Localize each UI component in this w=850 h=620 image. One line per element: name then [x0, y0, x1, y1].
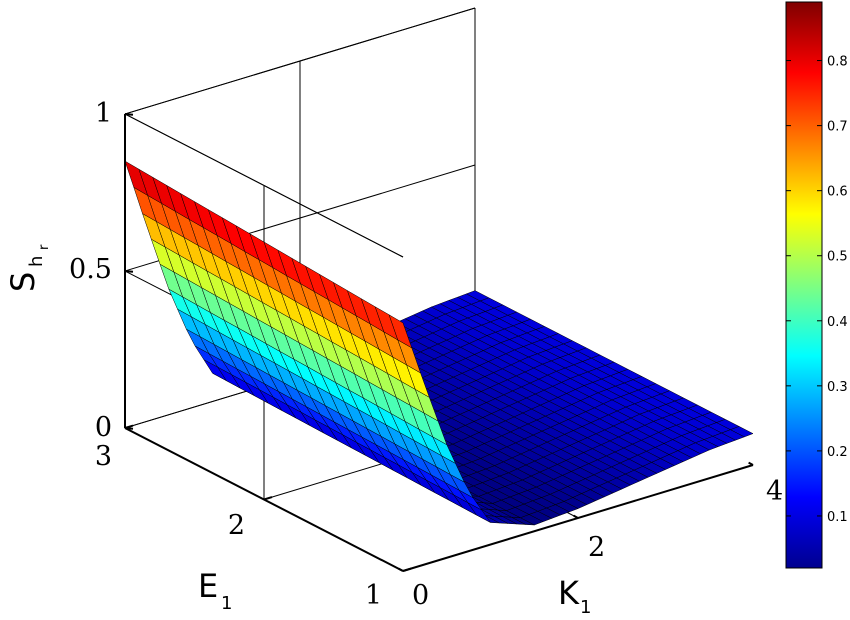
z-tick-1: 0.5 [69, 254, 112, 285]
y-tick-mark [263, 496, 273, 501]
z-axis-label: S h r [4, 244, 52, 292]
z-axis-label-subscript: h [26, 256, 47, 267]
x-axis-label-subscript: 1 [580, 597, 591, 618]
colorbar-gradient [785, 1, 823, 569]
colorbar-tick-label: 0.2 [827, 445, 848, 460]
y-tick-2: 2 [228, 510, 245, 541]
z-tick-0: 0 [95, 412, 112, 443]
surface-patch [388, 314, 413, 349]
colorbar-tick-label: 0.5 [827, 250, 848, 265]
z-axis-label-subsubscript: r [37, 244, 52, 250]
axes-lines [124, 113, 754, 572]
x-tick-0: 0 [412, 580, 429, 611]
colorbar-tick-label: 0.1 [827, 510, 848, 525]
x-axis-label: K 1 [558, 574, 591, 618]
y-tick-3: 3 [95, 441, 112, 472]
colorbar-tick-label: 0.6 [827, 185, 848, 200]
x-tick-mark [748, 461, 754, 466]
y-axis-label-main: E [198, 567, 218, 605]
x-tick-mark [398, 567, 404, 572]
surface-mesh [124, 160, 754, 526]
y-tick-1: 1 [365, 580, 382, 611]
colorbar: 0.1 0.2 0.3 0.4 0.5 0.6 0.7 0.8 [785, 1, 848, 569]
colorbar-tick-label: 0.4 [827, 315, 848, 330]
z-axis-label-main: S [4, 272, 42, 292]
y-axis-label-subscript: 1 [221, 593, 232, 614]
z-tick-2: 1 [95, 98, 112, 129]
x-tick-4: 4 [766, 476, 783, 507]
y-axis-label: E 1 [198, 567, 232, 614]
y-tick-mark [402, 567, 412, 572]
tick-labels: 0 0.5 1 3 2 1 0 2 4 [69, 98, 783, 611]
colorbar-tick-label: 0.3 [827, 380, 848, 395]
x-axis-label-main: K [558, 574, 580, 612]
z-tick-mark [124, 427, 134, 430]
x-tick-2: 2 [588, 532, 605, 563]
x-tick-mark [573, 514, 579, 519]
colorbar-tick-label: 0.7 [827, 120, 848, 135]
colorbar-ticks: 0.1 0.2 0.3 0.4 0.5 0.6 0.7 0.8 [786, 55, 848, 525]
z-tick-mark [124, 113, 134, 116]
colorbar-tick-label: 0.8 [827, 55, 848, 70]
z-tick-mark [124, 270, 134, 273]
